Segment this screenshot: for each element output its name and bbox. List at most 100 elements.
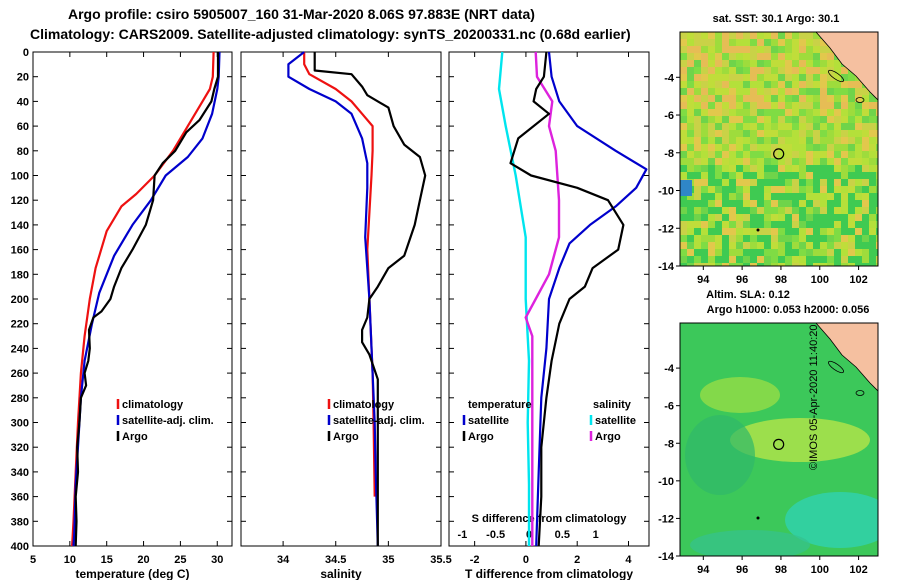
sst-cell xyxy=(743,158,750,165)
sst-cell xyxy=(799,172,806,179)
sst-cell xyxy=(799,151,806,158)
sst-cell xyxy=(764,242,771,249)
sst-cell xyxy=(792,81,799,88)
sla-low-anomaly xyxy=(685,415,755,495)
sst-cell xyxy=(736,235,743,242)
sst-cell xyxy=(708,242,715,249)
sst-cell xyxy=(778,242,785,249)
sst-cell xyxy=(708,179,715,186)
sst-cell xyxy=(848,116,855,123)
sst-cell xyxy=(722,123,729,130)
sst-cell xyxy=(876,263,878,266)
s-diff-tick-label: -1 xyxy=(457,529,467,541)
sst-cell xyxy=(834,158,841,165)
sst-cell xyxy=(848,263,855,266)
sst-cell xyxy=(736,102,743,109)
depth-tick-label: 200 xyxy=(11,294,29,306)
sst-cell xyxy=(778,137,785,144)
sst-cell xyxy=(729,32,736,39)
sst-cell xyxy=(715,151,722,158)
sst-cell xyxy=(715,235,722,242)
sst-cell xyxy=(687,46,694,53)
depth-tick-label: 140 xyxy=(11,220,29,232)
sst-cell xyxy=(680,88,687,95)
sst-cell xyxy=(785,200,792,207)
sst-cell xyxy=(771,39,778,46)
sst-cell xyxy=(771,81,778,88)
sst-cell xyxy=(771,144,778,151)
sst-cell xyxy=(729,256,736,263)
sst-cell xyxy=(827,130,834,137)
sst-cell xyxy=(834,123,841,130)
sst-cell xyxy=(820,116,827,123)
sst-cell xyxy=(869,242,876,249)
sst-cell xyxy=(694,137,701,144)
sst-cell xyxy=(687,39,694,46)
sst-cell xyxy=(701,221,708,228)
sst-cell xyxy=(834,137,841,144)
sst-cell xyxy=(764,144,771,151)
sst-cell xyxy=(687,60,694,67)
depth-tick-label: 0 xyxy=(23,47,29,59)
sst-cell xyxy=(764,263,771,266)
sst-cell xyxy=(799,67,806,74)
sst-cell xyxy=(743,179,750,186)
sst-cell xyxy=(680,165,687,172)
sst-cell xyxy=(771,46,778,53)
sst-cell xyxy=(722,263,729,266)
sst-cell xyxy=(736,137,743,144)
sst-cell xyxy=(750,263,757,266)
x-tick-label: 2 xyxy=(574,554,580,566)
sst-cell xyxy=(820,74,827,81)
sst-cell xyxy=(778,102,785,109)
sst-cell xyxy=(750,228,757,235)
diff-legend-salinity-title: salinity xyxy=(593,399,632,411)
sst-cell xyxy=(855,165,862,172)
sst-cell xyxy=(848,165,855,172)
sst-cell xyxy=(757,88,764,95)
sst-cell xyxy=(757,53,764,60)
sst-cell xyxy=(869,109,876,116)
sst-cell xyxy=(834,172,841,179)
sst-cell xyxy=(757,186,764,193)
sst-cell xyxy=(680,74,687,81)
sst-cell xyxy=(729,60,736,67)
sal-series-satellite xyxy=(287,51,379,547)
sst-cell xyxy=(680,60,687,67)
sst-cell xyxy=(722,249,729,256)
sst-cell xyxy=(687,81,694,88)
sst-cell xyxy=(785,53,792,60)
sst-cell xyxy=(729,193,736,200)
sst-cell xyxy=(785,158,792,165)
sst-cell xyxy=(834,60,841,67)
sst-cell xyxy=(834,116,841,123)
sst-cell xyxy=(778,46,785,53)
sst-cell xyxy=(708,81,715,88)
sst-cell xyxy=(743,214,750,221)
sst-cell xyxy=(736,130,743,137)
sst-cell xyxy=(855,193,862,200)
sst-cell xyxy=(869,186,876,193)
sst-cell xyxy=(806,263,813,266)
sst-cell xyxy=(743,81,750,88)
sst-cell xyxy=(806,235,813,242)
sst-cell xyxy=(729,165,736,172)
sst-cell xyxy=(701,60,708,67)
sst-cell xyxy=(736,228,743,235)
sal-legend-argo-label: Argo xyxy=(333,431,359,443)
sst-cell xyxy=(841,179,848,186)
sst-cell xyxy=(785,228,792,235)
sst-cell xyxy=(715,179,722,186)
depth-tick-label: 380 xyxy=(11,516,29,528)
sst-cell xyxy=(862,256,869,263)
sst-cell xyxy=(764,235,771,242)
sst-cell xyxy=(715,81,722,88)
sst-cell xyxy=(799,193,806,200)
sst-cell xyxy=(778,193,785,200)
sst-cell xyxy=(848,102,855,109)
sst-cell xyxy=(778,158,785,165)
sst-cell xyxy=(827,46,834,53)
sst-cell xyxy=(743,123,750,130)
sst-cell xyxy=(834,249,841,256)
sst-cell xyxy=(799,249,806,256)
